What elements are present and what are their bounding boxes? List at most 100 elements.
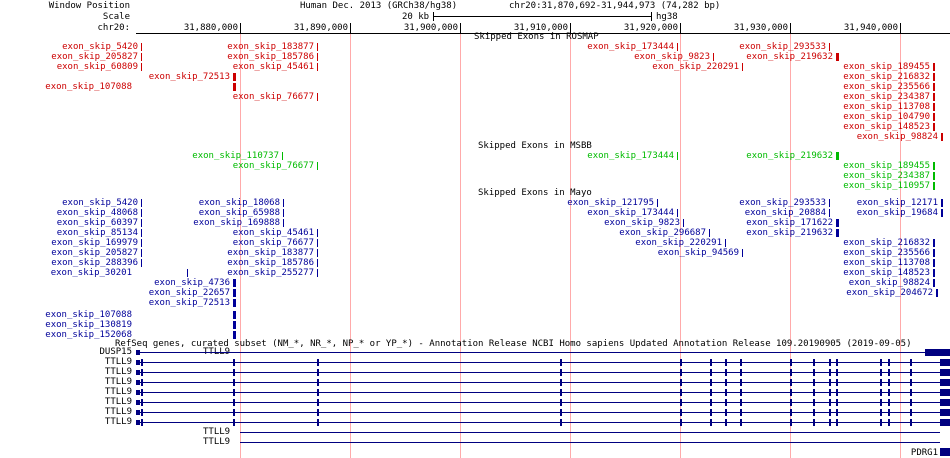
gene-exon xyxy=(813,389,815,396)
gene-exon xyxy=(725,359,727,366)
gene-exon xyxy=(829,359,831,366)
gene-exon xyxy=(813,399,815,406)
gene-exon xyxy=(813,409,815,416)
mayo-track-item-bar xyxy=(317,239,318,247)
gene-exon xyxy=(725,409,727,416)
rosmap-track-item-label: exon_skip_235566 xyxy=(843,82,930,92)
rosmap-track-item-label: exon_skip_98824 xyxy=(856,132,938,142)
msbb-track-item-bar xyxy=(933,172,935,180)
gene-exon xyxy=(680,369,682,376)
gene-exon xyxy=(836,409,838,416)
gene-exon xyxy=(790,389,792,396)
gene-exon xyxy=(829,409,831,416)
gene-exon xyxy=(790,409,792,416)
rosmap-track-item-label: exon_skip_216832 xyxy=(843,72,930,82)
ruler-tick xyxy=(350,23,351,34)
assembly-label: Human Dec. 2013 (GRCh38/hg38) xyxy=(300,1,458,11)
mayo-track-item-bar xyxy=(141,199,142,207)
gene-intron-line xyxy=(136,382,950,383)
gene-exon xyxy=(680,379,682,386)
rosmap-track-item-bar xyxy=(836,53,839,61)
gene-exon xyxy=(740,359,742,366)
gene-exon xyxy=(829,399,831,406)
mayo-track-item-bar xyxy=(233,321,236,329)
mayo-track-item-bar xyxy=(941,209,943,217)
mayo-track-item-bar xyxy=(141,249,142,257)
gene-exon xyxy=(560,369,562,376)
gene-exon xyxy=(836,379,838,386)
gene-exon xyxy=(710,379,712,386)
gene-exon xyxy=(680,419,682,426)
gene-label: PDRG1 xyxy=(910,448,938,458)
gene-exon xyxy=(233,379,235,386)
mayo-track-item-label: exon_skip_205827 xyxy=(51,248,138,258)
gene-exon xyxy=(317,419,319,426)
gene-exon xyxy=(790,399,792,406)
gene-exon xyxy=(710,399,712,406)
gene-exon xyxy=(317,389,319,396)
genes-track-title: RefSeq genes, curated subset (NM_*, NR_*… xyxy=(115,339,912,349)
gene-intron-line xyxy=(136,372,950,373)
gene-exon xyxy=(836,399,838,406)
mayo-track-item-bar xyxy=(233,299,236,307)
rosmap-track-item-label: exon_skip_183877 xyxy=(227,42,314,52)
rosmap-track-item-label: exon_skip_173444 xyxy=(587,42,674,52)
gene-exon xyxy=(888,399,890,406)
gene-exon xyxy=(910,399,912,406)
mayo-track-item-bar xyxy=(829,199,830,207)
mayo-track-item-label: exon_skip_76677 xyxy=(232,238,314,248)
gene-label: TTLL9 xyxy=(203,427,231,437)
gene-exon xyxy=(141,419,143,426)
gene-exon xyxy=(790,419,792,426)
gene-exon xyxy=(740,389,742,396)
gene-exon xyxy=(829,389,831,396)
gene-exon xyxy=(233,419,235,426)
gene-exon xyxy=(880,419,882,426)
mayo-track-item-label: exon_skip_235566 xyxy=(843,248,930,258)
rosmap-track-item-bar xyxy=(829,43,830,51)
rosmap-track-item-label: exon_skip_5420 xyxy=(62,42,138,52)
mayo-track-item-bar xyxy=(941,199,943,207)
gene-exon xyxy=(680,399,682,406)
rosmap-track-item-bar xyxy=(742,63,743,71)
mayo-track-item-bar xyxy=(141,229,142,237)
gene-label: TTLL9 xyxy=(104,377,132,387)
gene-exon xyxy=(560,409,562,416)
ruler-tick xyxy=(570,23,571,34)
rosmap-track-item-label: exon_skip_72513 xyxy=(148,72,230,82)
position-label: chr20:31,870,692-31,944,973 (74,282 bp) xyxy=(509,1,721,11)
msbb-track-item-label: exon_skip_219632 xyxy=(746,151,833,161)
mayo-track-item-label: exon_skip_19684 xyxy=(856,208,938,218)
gene-exon xyxy=(888,359,890,366)
gene-intron-line xyxy=(136,392,950,393)
grid-line xyxy=(240,34,241,458)
mayo-track-item-label: exon_skip_288396 xyxy=(51,258,138,268)
mayo-track-item-bar xyxy=(187,269,188,277)
mayo-track-item-label: exon_skip_130819 xyxy=(45,320,132,330)
gene-exon xyxy=(141,409,143,416)
mayo-track-item-label: exon_skip_5420 xyxy=(62,198,138,208)
gene-exon xyxy=(880,379,882,386)
mayo-track-item-label: exon_skip_30201 xyxy=(50,268,132,278)
gene-label: TTLL9 xyxy=(104,387,132,397)
gene-exon xyxy=(560,399,562,406)
gene-exon xyxy=(940,409,950,416)
gene-exon xyxy=(233,389,235,396)
gene-exon xyxy=(880,369,882,376)
gene-exon xyxy=(888,409,890,416)
rosmap-track-item-label: exon_skip_9823 xyxy=(634,52,710,62)
gene-exon xyxy=(910,389,912,396)
rosmap-track-item-bar xyxy=(677,43,678,51)
msbb-track-item-bar xyxy=(933,162,935,170)
gene-exon xyxy=(813,379,815,386)
gene-exon xyxy=(813,369,815,376)
gene-exon xyxy=(910,379,912,386)
gene-exon xyxy=(136,400,140,405)
mayo-track-item-bar xyxy=(933,249,935,257)
gene-exon xyxy=(141,369,143,376)
gene-exon xyxy=(910,419,912,426)
rosmap-track-item-bar xyxy=(713,53,714,61)
mayo-track-item-label: exon_skip_18068 xyxy=(198,198,280,208)
gene-label: TTLL9 xyxy=(104,367,132,377)
